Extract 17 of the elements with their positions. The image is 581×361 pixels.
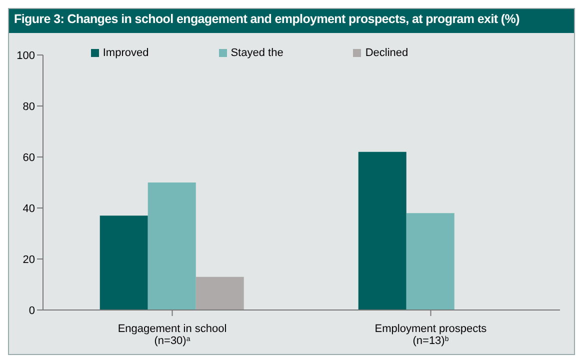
legend-label: Declined (365, 47, 408, 59)
y-tick-label: 20 (22, 254, 35, 266)
bar (148, 182, 196, 310)
bar (196, 276, 244, 310)
x-tick-label: Engagement in school (n=30)$^{a}$ (118, 323, 227, 347)
y-tick-label: 60 (22, 152, 35, 164)
y-tick-label: 80 (22, 100, 35, 113)
bar (406, 213, 454, 310)
y-tick-label: 100 (16, 50, 35, 62)
y-tick-label: 40 (22, 202, 35, 215)
x-tick-label: Employment prospects (n=13)$^{b}$ (374, 323, 488, 347)
bar (100, 216, 148, 310)
legend-label: Improved (102, 47, 149, 59)
y-tick-label: 0 (28, 304, 35, 317)
bar (358, 152, 406, 310)
legend-label: Stayed the (230, 47, 284, 59)
chart-title: Figure 3: Changes in school engagement and employment prospects, at program exit (%) (9, 9, 574, 33)
